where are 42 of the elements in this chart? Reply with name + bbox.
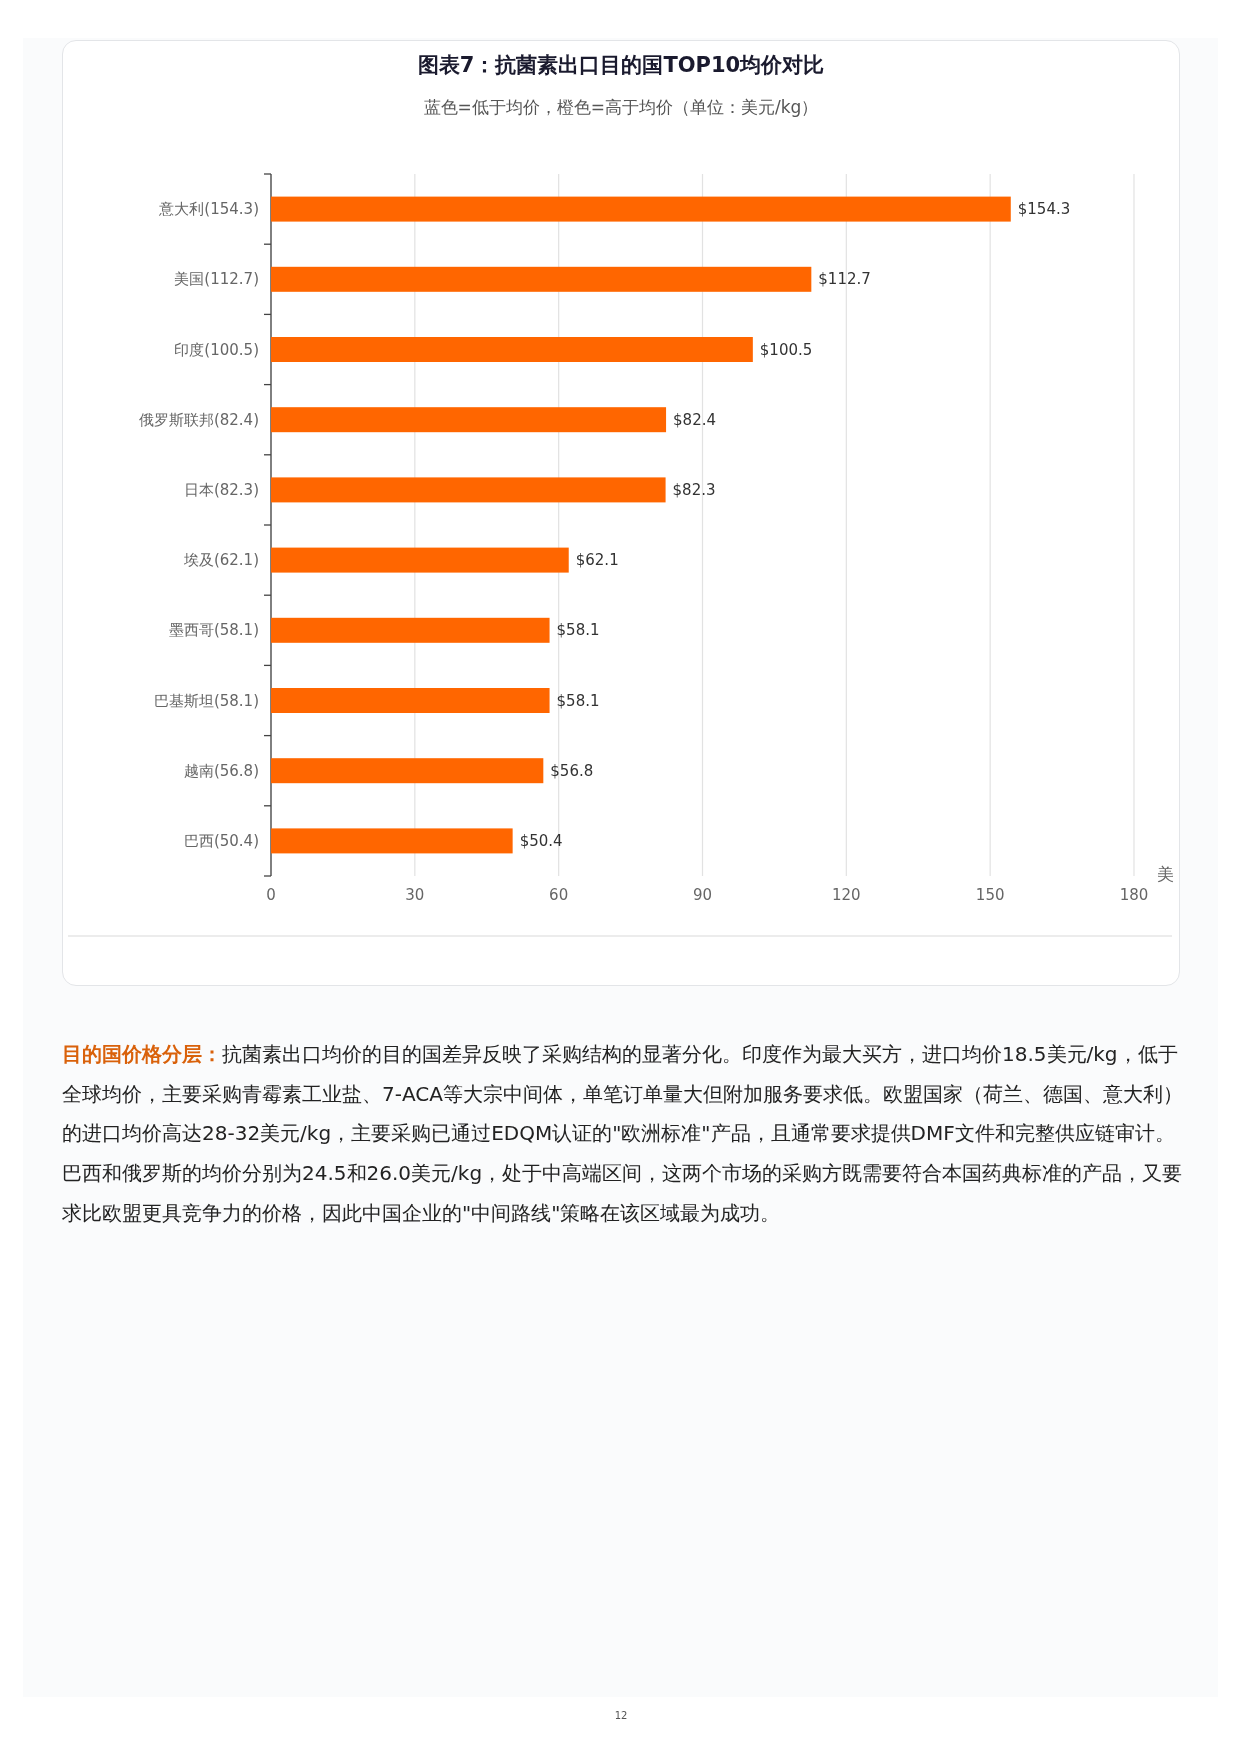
x-tick-label: 150 [975,886,1005,904]
bar [271,617,550,643]
y-tick-label: 日本(82.3) [183,480,259,499]
data-label: $82.4 [673,410,717,429]
data-label: $58.1 [556,621,600,640]
data-label: $62.1 [575,551,619,570]
text: 12 [613,1710,629,1721]
data-label: $82.3 [672,480,716,499]
bar [271,758,544,784]
data-label: $50.4 [519,831,563,850]
x-tick-label: 60 [549,886,569,904]
x-tick-label: 0 [266,886,276,904]
y-tick-label: 墨西哥(58.1) [168,621,259,640]
chart-title: 图表7：抗菌素出口目的国TOP10均价对比 [417,53,825,77]
y-tick-label: 美国(112.7) [174,270,259,289]
bar [271,828,513,854]
bar [271,337,753,362]
y-tick-label: 巴基斯坦(58.1) [153,691,259,710]
y-tick-label: 印度(100.5) [174,340,259,359]
bar [271,196,1011,222]
text: 目的国价格分层：抗菌素出口均价的目的国差异反映了采购结构的显著分化。印度作为最大买方，进口均价18.5美元/kg，低于全球均价，主要采购青霉素工业盐、7-ACA等大宗中间体，单笔订单量大但附加服务要求低。欧盟国家（荷兰、德国、意大利）的进口均价高达28-32美元/kg，主要采购已通过EDQM认证的"欧洲标准"产品，且通常要求提供DMF文件和完整供应链审计。巴西和俄罗斯的均价分别为24.5和26.0美元/kg，处于中高端区间，这两个市场的采购方既需要符合本国药典标准的产品，又要求比欧盟更具竞争力的价格，因此中国企业的"中间路线"策略在该区域最为成功。 [62,1041,1184,1227]
y-tick-label: 俄罗斯联邦(82.4) [138,410,259,429]
bar [271,477,666,503]
x-tick-label: 90 [692,886,713,904]
y-tick-label: 巴西(50.4) [183,831,259,850]
bar [271,407,667,433]
bar [271,266,812,292]
bar [271,688,550,713]
x-axis-title: 美 [1157,864,1174,884]
x-tick-label: 180 [1119,886,1149,904]
y-tick-label: 意大利(154.3) [158,200,259,219]
chart-subtitle: 蓝色=低于均价，橙色=高于均价（单位：美元/kg） [423,97,819,117]
y-tick-label: 越南(56.8) [183,761,259,780]
bar [271,547,569,573]
y-tick-label: 埃及(62.1) [182,551,259,570]
data-label: $100.5 [759,340,813,359]
data-label: $112.7 [818,270,871,289]
data-label: $58.1 [556,691,600,710]
data-label: $154.3 [1017,200,1071,219]
x-tick-label: 30 [405,886,425,904]
x-tick-label: 120 [832,886,861,904]
data-label: $56.8 [550,761,594,780]
